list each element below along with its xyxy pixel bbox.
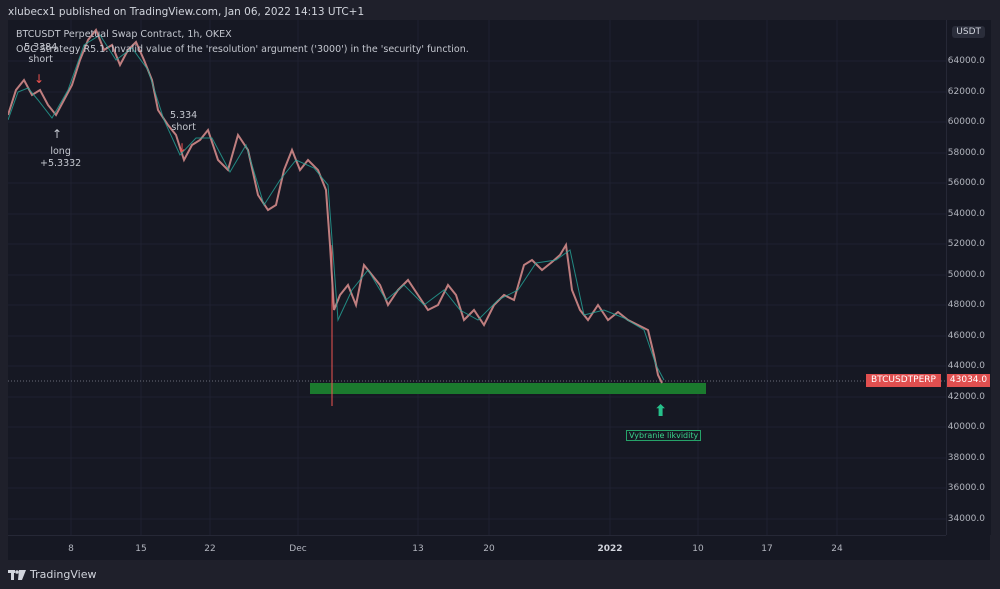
price-label: 60000.0 bbox=[947, 117, 985, 127]
current-price-tag: 43034.0 bbox=[947, 374, 990, 387]
time-label: 17 bbox=[761, 544, 773, 554]
annotation-long-1: long +5.3332 bbox=[40, 146, 81, 170]
time-label: 10 bbox=[692, 544, 704, 554]
liquidity-up-arrow-icon: ⬆ bbox=[654, 401, 667, 420]
price-label: 62000.0 bbox=[947, 87, 985, 97]
chart-frame[interactable]: ↓ ↑ ↓ ⬆ BTCUSDT Perpetual Swap Contract,… bbox=[8, 20, 991, 561]
symbol-legend[interactable]: BTCUSDT Perpetual Swap Contract, 1h, OKE… bbox=[16, 29, 232, 40]
annotation-value: 5.3384 bbox=[24, 42, 58, 53]
price-label: 40000.0 bbox=[947, 422, 985, 432]
price-label: 36000.0 bbox=[947, 483, 985, 493]
price-label: 56000.0 bbox=[947, 178, 985, 188]
price-label: 50000.0 bbox=[947, 270, 985, 280]
time-label: 2022 bbox=[597, 544, 623, 554]
short-arrow-icon: ↓ bbox=[34, 72, 44, 86]
price-label: 48000.0 bbox=[947, 300, 985, 310]
strategy-legend[interactable]: OCC Strategy R5.1: Invalid value of the … bbox=[16, 44, 469, 55]
chart-plot-area[interactable]: ↓ ↑ ↓ ⬆ BTCUSDT Perpetual Swap Contract,… bbox=[8, 20, 946, 535]
price-label: 34000.0 bbox=[947, 514, 985, 524]
time-label: 24 bbox=[831, 544, 843, 554]
annotation-short-2: 5.334 short bbox=[170, 110, 197, 134]
brand-name: TradingView bbox=[30, 568, 97, 581]
price-chart-svg: ↓ ↑ ↓ ⬆ bbox=[8, 20, 946, 535]
annotation-label: short bbox=[171, 122, 196, 133]
currency-unit-badge[interactable]: USDT bbox=[952, 26, 985, 38]
price-label: 46000.0 bbox=[947, 331, 985, 341]
time-label: 22 bbox=[204, 544, 216, 554]
annotation-short-1: 5.3384 short bbox=[24, 42, 57, 66]
annotation-value: 5.334 bbox=[170, 110, 198, 121]
price-label: 38000.0 bbox=[947, 453, 985, 463]
time-label: 8 bbox=[68, 544, 74, 554]
tradingview-footer[interactable]: TradingView bbox=[8, 568, 96, 581]
annotation-label: short bbox=[28, 54, 53, 65]
annotation-label: long bbox=[50, 146, 71, 157]
liquidity-zone bbox=[310, 383, 706, 394]
price-label: 44000.0 bbox=[947, 361, 985, 371]
time-axis[interactable]: 8 15 22 Dec 13 20 2022 10 17 24 bbox=[8, 535, 946, 561]
price-label: 54000.0 bbox=[947, 209, 985, 219]
price-label: 58000.0 bbox=[947, 148, 985, 158]
published-info: xlubecx1 published on TradingView.com, J… bbox=[8, 6, 365, 18]
price-axis[interactable]: USDT 64000.0 62000.0 60000.0 58000.0 560… bbox=[946, 20, 991, 535]
symbol-price-tag: BTCUSDTPERP bbox=[866, 374, 941, 387]
price-label: 64000.0 bbox=[947, 56, 985, 66]
short-arrow-icon-2: ↓ bbox=[177, 141, 187, 155]
price-label: 42000.0 bbox=[947, 392, 985, 402]
tradingview-logo-icon bbox=[8, 569, 26, 580]
price-label: 52000.0 bbox=[947, 239, 985, 249]
long-arrow-icon: ↑ bbox=[52, 127, 62, 141]
time-label: 20 bbox=[483, 544, 495, 554]
liquidity-label: Vybranie likvidity bbox=[626, 430, 702, 441]
annotation-value: +5.3332 bbox=[40, 158, 82, 169]
time-label: 15 bbox=[135, 544, 147, 554]
time-label: 13 bbox=[412, 544, 424, 554]
time-label: Dec bbox=[289, 544, 307, 554]
